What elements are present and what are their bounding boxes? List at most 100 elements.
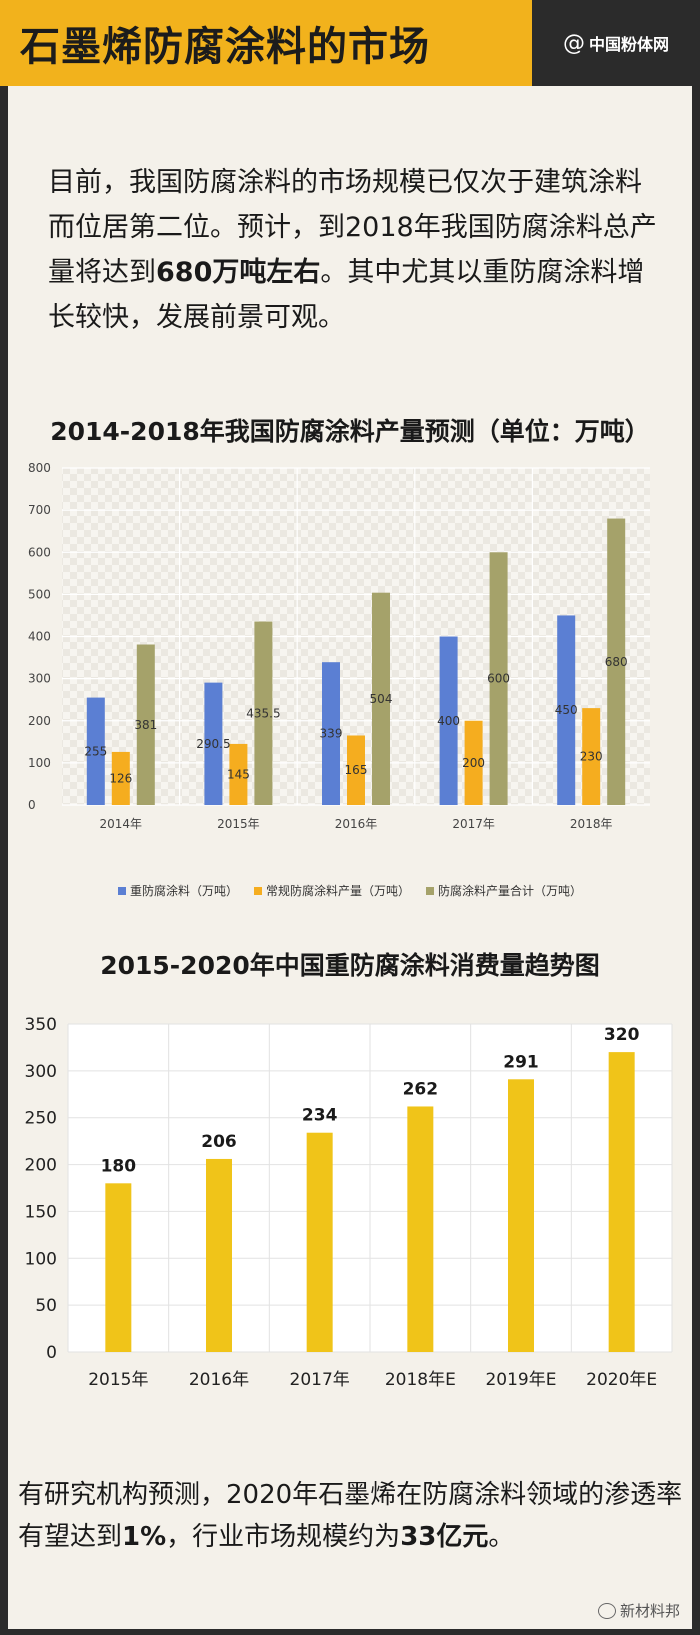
intro-paragraph: 目前，我国防腐涂料的市场规模已仅次于建筑涂料而位居第二位。预计，到2018年我国… [48, 160, 658, 340]
outro-text-mid: ，行业市场规模约为 [166, 1522, 401, 1552]
data-label: 680 [605, 655, 628, 669]
y-tick-label: 50 [35, 1296, 57, 1316]
data-label: 230 [580, 750, 603, 764]
bar [439, 636, 458, 805]
at-icon: @ [562, 30, 585, 56]
x-tick-label: 2020年E [586, 1370, 657, 1390]
outro-paragraph: 有研究机构预测，2020年石墨烯在防腐涂料领域的渗透率有望达到1%，行业市场规模… [18, 1474, 688, 1558]
y-tick-label: 300 [28, 672, 51, 686]
bar [306, 1132, 333, 1352]
legend-label: 常规防腐涂料产量（万吨） [265, 884, 410, 898]
y-tick-label: 100 [28, 756, 51, 770]
header: 石墨烯防腐涂料的市场 @ 中国粉体网 [0, 0, 700, 86]
bar [464, 720, 483, 805]
x-tick-label: 2018年 [570, 817, 613, 831]
data-label: 255 [84, 744, 107, 758]
x-tick-label: 2014年 [100, 817, 143, 831]
data-label: 206 [201, 1132, 237, 1152]
data-label: 339 [320, 727, 343, 741]
legend-label: 防腐涂料产量合计（万吨） [438, 884, 583, 898]
data-label: 200 [462, 756, 485, 770]
outro-text: 有研究机构预测，2020年石墨烯在防腐涂料领域的渗透率有望达到 [18, 1480, 683, 1552]
watermark-text: 新材料邦 [619, 1602, 680, 1620]
legend-label: 重防腐涂料（万吨） [129, 884, 238, 898]
outro-text-end: 。 [488, 1522, 515, 1552]
data-label: 180 [101, 1156, 137, 1176]
y-tick-label: 200 [28, 714, 51, 728]
y-tick-label: 300 [25, 1062, 57, 1082]
x-tick-label: 2015年 [88, 1370, 148, 1390]
x-tick-label: 2015年 [217, 817, 260, 831]
bar [372, 592, 390, 805]
data-label: 145 [227, 767, 250, 781]
x-tick-label: 2016年 [189, 1370, 249, 1390]
brand-name: 中国粉体网 [588, 35, 669, 54]
bar [582, 708, 601, 805]
legend-item-regular: 常规防腐涂料产量（万吨） [253, 882, 410, 899]
bar [322, 662, 340, 805]
y-tick-label: 100 [25, 1249, 57, 1269]
bar [489, 552, 508, 805]
data-label: 290.5 [196, 737, 230, 751]
bar [105, 1183, 132, 1352]
data-label: 600 [487, 672, 510, 686]
brand-logo: @ 中国粉体网 [532, 0, 700, 86]
chart1-title: 2014-2018年我国防腐涂料产量预测（单位：万吨） [50, 417, 650, 446]
legend-swatch-orange [253, 886, 262, 895]
bar [254, 621, 273, 805]
y-tick-label: 0 [28, 798, 36, 812]
chart2-title: 2015-2020年中国重防腐涂料消费量趋势图 [100, 951, 600, 980]
y-tick-label: 500 [28, 587, 51, 601]
bar [347, 735, 365, 805]
data-label: 291 [503, 1052, 539, 1072]
intro-text-end: 。其中尤其以重防腐涂料增长较快，发展前景可观。 [48, 257, 645, 333]
data-label: 504 [370, 692, 393, 706]
intro-text: 目前，我国防腐涂料的市场规模已仅次于建筑涂料而位居第二位。预计，到2018年我国… [48, 167, 657, 288]
data-label: 381 [134, 718, 157, 732]
x-tick-label: 2019年E [485, 1370, 556, 1390]
consumption-chart: 0 50 100 150 200 250 300 350 180 206 234 262 291 320… [25, 1015, 673, 1390]
bar [86, 697, 105, 805]
x-tick-label: 2018年E [385, 1370, 456, 1390]
y-tick-label: 150 [25, 1202, 57, 1222]
legend-swatch-olive [426, 886, 434, 895]
data-label: 400 [437, 714, 460, 728]
bar [229, 743, 248, 805]
data-label: 234 [302, 1106, 338, 1126]
data-label: 126 [109, 771, 132, 785]
wechat-icon [597, 1602, 616, 1619]
outro-highlight-rate: 1% [122, 1522, 167, 1552]
bar [204, 682, 223, 805]
y-tick-label: 400 [28, 630, 51, 644]
bar [136, 644, 155, 805]
data-label: 320 [604, 1025, 640, 1045]
bar [608, 1052, 635, 1352]
y-tick-label: 0 [46, 1343, 57, 1363]
y-tick-label: 350 [25, 1015, 57, 1035]
chart1-legend: 重防腐涂料（万吨） 常规防腐涂料产量（万吨） 防腐涂料产量合计（万吨） [0, 882, 700, 899]
y-tick-label: 700 [28, 503, 51, 517]
data-label: 165 [345, 763, 368, 777]
x-tick-label: 2016年 [335, 817, 378, 831]
bar [508, 1079, 534, 1352]
y-tick-label: 800 [28, 461, 51, 475]
data-label: 435.5 [246, 706, 280, 720]
data-label: 450 [555, 703, 578, 717]
legend-item-total: 防腐涂料产量合计（万吨） [426, 882, 582, 899]
y-tick-label: 600 [28, 545, 51, 559]
page-title: 石墨烯防腐涂料的市场 [0, 0, 532, 86]
bar [557, 615, 576, 805]
intro-highlight: 680万吨左右 [156, 257, 321, 288]
data-label: 262 [403, 1079, 439, 1099]
legend-item-heavy: 重防腐涂料（万吨） [117, 882, 238, 899]
bar [206, 1158, 232, 1352]
legend-swatch-blue [117, 886, 126, 895]
x-tick-label: 2017年 [452, 817, 495, 831]
bar [607, 518, 626, 805]
y-tick-label: 250 [25, 1109, 57, 1129]
y-tick-label: 200 [25, 1156, 57, 1176]
bar [111, 751, 130, 805]
outro-highlight-size: 33亿元 [400, 1522, 489, 1552]
